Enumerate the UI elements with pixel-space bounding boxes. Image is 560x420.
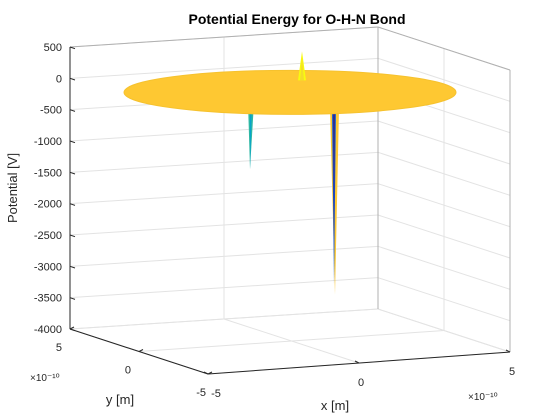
x-tick-mark xyxy=(354,360,360,364)
floor-gridline xyxy=(223,318,360,364)
x-exponent-label: ×10⁻¹⁰ xyxy=(468,392,498,403)
y-tick-label: 5 xyxy=(56,342,62,354)
axes-box xyxy=(69,26,511,375)
z-tick-label: -3000 xyxy=(34,261,62,273)
x-tick-label: -5 xyxy=(211,388,221,400)
z-axis-label: Potential [V] xyxy=(5,153,20,223)
y-tick-label: 0 xyxy=(125,365,131,377)
z-tick-label: -2000 xyxy=(34,199,62,211)
z-tick-label: 500 xyxy=(44,42,62,54)
y-exponent-label: ×10⁻¹⁰ xyxy=(30,373,60,384)
z-tick-label: -4000 xyxy=(34,324,62,336)
y-axis-label: y [m] xyxy=(106,392,134,407)
surface-disk xyxy=(123,69,457,115)
x-tick-mark xyxy=(505,349,511,353)
z-tick-mark xyxy=(69,265,76,269)
z-tick-label: -500 xyxy=(40,105,62,117)
surface-plot xyxy=(123,51,457,295)
z-tick-mark xyxy=(69,109,76,112)
box-edge xyxy=(377,26,511,71)
z-tick-mark xyxy=(69,297,76,300)
y-tick-mark xyxy=(69,326,75,330)
z-tick-label: -2500 xyxy=(34,230,62,242)
z-tick-mark xyxy=(69,171,76,175)
z-tick-label: -3500 xyxy=(34,293,62,305)
x-tick-label: 5 xyxy=(509,366,515,378)
z-tick-mark xyxy=(69,77,76,81)
z-tick-mark xyxy=(69,328,76,332)
potential-spike xyxy=(300,57,304,81)
z-tick-label: -1500 xyxy=(34,167,62,179)
z-tick-mark xyxy=(69,234,76,238)
potential-spike xyxy=(333,108,335,255)
z-tick-label: -1000 xyxy=(34,136,62,148)
z-tick-mark xyxy=(69,140,76,144)
tick-labels: 5000-500-1000-1500-2000-2500-3000-3500-4… xyxy=(34,42,515,400)
x-tick-mark xyxy=(203,371,209,375)
chart-title: Potential Energy for O-H-N Bond xyxy=(189,11,406,27)
y-tick-label: -5 xyxy=(196,387,206,399)
y-tick-mark xyxy=(138,349,144,352)
x-axis-label: x [m] xyxy=(321,398,349,413)
potential-spike xyxy=(250,102,252,170)
floor-gridline xyxy=(377,308,511,353)
z-tick-mark xyxy=(69,203,76,206)
z-tick-label: 0 xyxy=(56,73,62,85)
box-edge xyxy=(69,26,379,48)
x-tick-label: 0 xyxy=(358,377,364,389)
y-tick-mark xyxy=(207,371,213,375)
z-tick-mark xyxy=(69,46,76,50)
